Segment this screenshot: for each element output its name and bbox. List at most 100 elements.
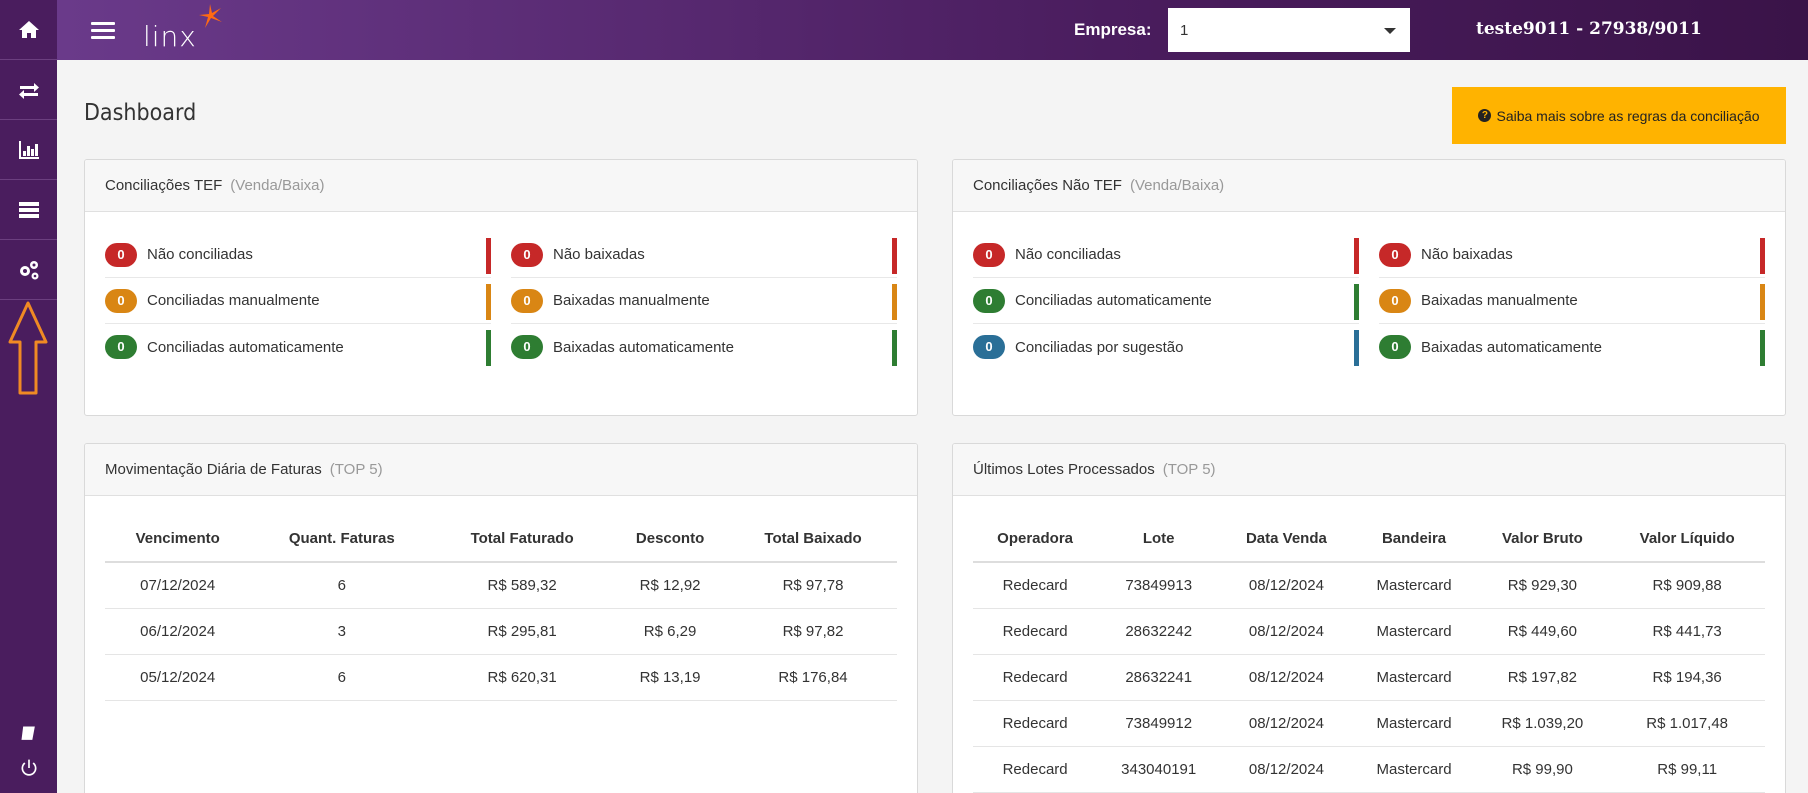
- status-color-bar: [892, 330, 897, 366]
- status-column-left: 0 Não conciliadas 0 Conciliadas automaticam…: [973, 232, 1359, 370]
- count-badge: 0: [105, 288, 137, 313]
- logo-spark-icon: [198, 3, 222, 28]
- status-color-bar: [486, 330, 491, 366]
- count-badge: 0: [973, 288, 1005, 313]
- status-row[interactable]: 0 Baixadas automaticamente: [511, 324, 897, 370]
- status-row[interactable]: 0 Conciliadas manualmente: [105, 278, 491, 324]
- table-cell: R$ 441,73: [1609, 608, 1765, 655]
- power-icon[interactable]: [0, 751, 57, 785]
- column-header[interactable]: Total Faturado: [433, 496, 612, 563]
- status-color-bar: [1354, 238, 1359, 274]
- table-row[interactable]: 06/12/2024 3 R$ 295,81 R$ 6,29 R$ 97,82: [105, 608, 897, 655]
- status-column-right: 0 Não baixadas 0 Baixadas manualmente 0 Baixa…: [1379, 232, 1765, 370]
- status-row[interactable]: 0 Não conciliadas: [105, 232, 491, 278]
- table-cell: R$ 176,84: [729, 654, 897, 701]
- gears-icon[interactable]: [0, 240, 57, 300]
- panel-header: Conciliações Não TEF (Venda/Baixa): [953, 160, 1785, 212]
- status-color-bar: [1760, 238, 1765, 274]
- faturas-panel: Movimentação Diária de Faturas (TOP 5) V…: [84, 443, 918, 793]
- status-color-bar: [1354, 284, 1359, 320]
- home-icon[interactable]: [0, 0, 57, 60]
- count-badge: 0: [105, 335, 137, 359]
- status-color-bar: [486, 284, 491, 320]
- status-label: Baixadas manualmente: [1421, 292, 1578, 309]
- panel-subtitle: (Venda/Baixa): [1129, 177, 1225, 194]
- table-cell: 6: [250, 562, 434, 609]
- status-row[interactable]: 0 Baixadas manualmente: [511, 278, 897, 324]
- status-grid: 0 Não conciliadas 0 Conciliadas manualmente…: [85, 212, 917, 370]
- table-row[interactable]: 07/12/2024 6 R$ 589,32 R$ 12,92 R$ 97,78: [105, 562, 897, 609]
- column-header[interactable]: Lote: [1097, 496, 1221, 563]
- help-button-label: Saiba mais sobre as regras da conciliaçã…: [1496, 107, 1760, 124]
- table-cell: Redecard: [973, 654, 1098, 701]
- table-cell: Mastercard: [1352, 562, 1476, 609]
- panel-subtitle: (Venda/Baixa): [230, 177, 325, 194]
- table-cell: R$ 97,78: [729, 562, 897, 609]
- status-row[interactable]: 0 Não conciliadas: [973, 232, 1359, 278]
- user-info: teste9011 - 27938/9011: [1476, 19, 1702, 39]
- table-cell: 08/12/2024: [1220, 608, 1353, 655]
- table-cell: 73849912: [1097, 700, 1221, 747]
- table-row[interactable]: Redecard 73849912 08/12/2024 Mastercard R$ 1…: [973, 700, 1765, 747]
- table-cell: R$ 197,82: [1475, 654, 1610, 701]
- table-row[interactable]: Redecard 28632241 08/12/2024 Mastercard R$ 1…: [973, 654, 1765, 701]
- column-header[interactable]: Desconto: [611, 496, 730, 563]
- column-header[interactable]: Vencimento: [105, 496, 251, 563]
- table-row[interactable]: Redecard 28632242 08/12/2024 Mastercard R$ 4…: [973, 608, 1765, 655]
- bar-chart-icon[interactable]: [0, 120, 57, 180]
- table-row[interactable]: 05/12/2024 6 R$ 620,31 R$ 13,19 R$ 176,84: [105, 654, 897, 701]
- status-row[interactable]: 0 Conciliadas automaticamente: [973, 278, 1359, 324]
- column-header[interactable]: Operadora: [973, 496, 1098, 563]
- lotes-panel: Últimos Lotes Processados (TOP 5) Operad…: [952, 443, 1786, 793]
- linx-logo[interactable]: linx: [143, 3, 222, 53]
- status-color-bar: [1354, 330, 1359, 366]
- table-cell: 73849913: [1097, 562, 1221, 609]
- column-header[interactable]: Valor Líquido: [1609, 496, 1765, 563]
- server-icon[interactable]: [0, 180, 57, 240]
- status-column-left: 0 Não conciliadas 0 Conciliadas manualmente…: [105, 232, 491, 370]
- book-icon[interactable]: [0, 717, 57, 751]
- table-cell: R$ 620,31: [433, 654, 612, 701]
- table-row[interactable]: Redecard 73849913 08/12/2024 Mastercard R$ 9…: [973, 562, 1765, 609]
- caret-down-icon: [1384, 28, 1396, 34]
- column-header[interactable]: Data Venda: [1220, 496, 1353, 563]
- column-header[interactable]: Valor Bruto: [1475, 496, 1610, 563]
- menu-icon[interactable]: [91, 18, 115, 43]
- column-header[interactable]: Quant. Faturas: [250, 496, 434, 563]
- logo-text: linx: [143, 19, 197, 53]
- transfer-icon[interactable]: [0, 60, 57, 120]
- table-cell: R$ 295,81: [433, 608, 612, 655]
- count-badge: 0: [511, 288, 543, 313]
- table-cell: Redecard: [973, 700, 1098, 747]
- table-row[interactable]: Redecard 343040191 08/12/2024 Mastercard R$ …: [973, 746, 1765, 793]
- table-cell: Redecard: [973, 608, 1098, 655]
- help-rules-button[interactable]: ? Saiba mais sobre as regras da concilia…: [1452, 87, 1786, 144]
- status-column-right: 0 Não baixadas 0 Baixadas manualmente 0 Baixa…: [511, 232, 897, 370]
- status-row[interactable]: 0 Conciliadas por sugestão: [973, 324, 1359, 370]
- empresa-select[interactable]: 1: [1168, 8, 1410, 52]
- status-label: Conciliadas por sugestão: [1015, 338, 1184, 356]
- count-badge: 0: [1379, 288, 1411, 313]
- status-row[interactable]: 0 Conciliadas automaticamente: [105, 324, 491, 370]
- panel-header: Conciliações TEF (Venda/Baixa): [85, 160, 917, 212]
- status-label: Não conciliadas: [147, 246, 253, 263]
- table-cell: R$ 929,30: [1475, 562, 1610, 609]
- table-cell: R$ 449,60: [1475, 608, 1610, 655]
- page-title: Dashboard: [84, 100, 197, 126]
- status-row[interactable]: 0 Não baixadas: [511, 232, 897, 278]
- table-cell: R$ 97,82: [729, 608, 897, 655]
- status-row[interactable]: 0 Baixadas automaticamente: [1379, 324, 1765, 370]
- column-header[interactable]: Bandeira: [1352, 496, 1476, 563]
- table-cell: R$ 6,29: [611, 608, 730, 655]
- up-arrow-annotation: [8, 301, 48, 395]
- tef-panel: Conciliações TEF (Venda/Baixa) 0 Não conc…: [84, 159, 918, 416]
- table-cell: Mastercard: [1352, 700, 1476, 747]
- table-cell: 08/12/2024: [1220, 654, 1353, 701]
- status-color-bar: [1760, 330, 1765, 366]
- panel-title: Movimentação Diária de Faturas: [105, 461, 322, 478]
- table-header-row: Operadora Lote Data Venda Bandeira Valor Bru…: [973, 496, 1765, 563]
- status-row[interactable]: 0 Baixadas manualmente: [1379, 278, 1765, 324]
- column-header[interactable]: Total Baixado: [729, 496, 897, 563]
- status-row[interactable]: 0 Não baixadas: [1379, 232, 1765, 278]
- faturas-table: Vencimento Quant. Faturas Total Faturado De…: [105, 496, 897, 701]
